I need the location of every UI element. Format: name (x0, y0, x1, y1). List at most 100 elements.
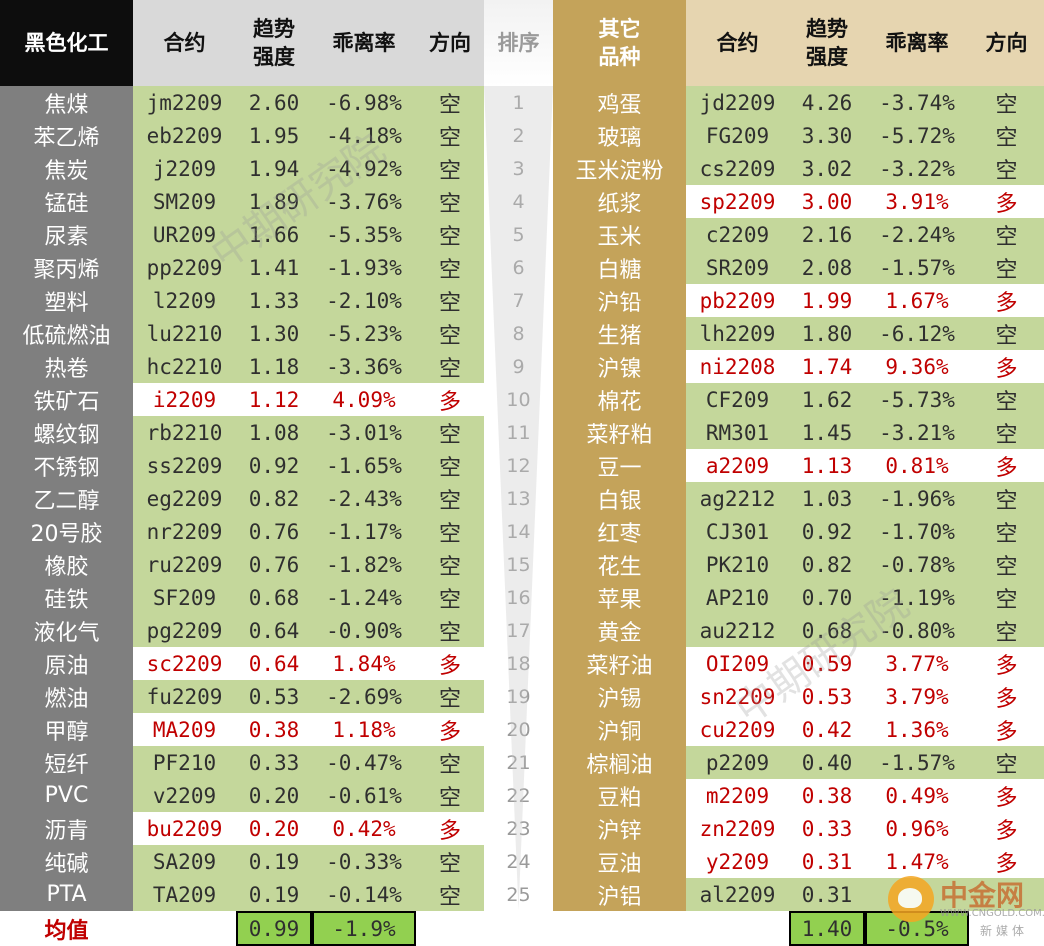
right-deviation-rate: -5.73% (865, 383, 969, 416)
left-direction: 空 (416, 86, 484, 119)
right-deviation-rate: 3.79% (865, 680, 969, 713)
left-contract: sc2209 (133, 647, 236, 680)
left-trend-strength: 0.68 (236, 581, 312, 614)
right-direction: 多 (969, 449, 1044, 482)
right-deviation-rate: 0.96% (865, 812, 969, 845)
right-direction: 空 (969, 581, 1044, 614)
right-trend-strength: 1.99 (789, 284, 865, 317)
right-deviation-rate: -1.57% (865, 746, 969, 779)
left-trend-strength: 1.08 (236, 416, 312, 449)
right-deviation-rate: 1.67% (865, 284, 969, 317)
right-contract: PK210 (686, 548, 789, 581)
header-direction-right-label: 方向 (985, 31, 1028, 55)
left-deviation-rate: 4.09% (312, 383, 416, 416)
right-variety-name: 沪镍 (553, 350, 686, 383)
rank-number: 18 (506, 652, 531, 675)
right-contract: sn2209 (686, 680, 789, 713)
right-contract: zn2209 (686, 812, 789, 845)
left-contract: nr2209 (133, 515, 236, 548)
right-variety-name: 纸浆 (553, 185, 686, 218)
left-trend-strength: 0.33 (236, 746, 312, 779)
right-direction: 多 (969, 845, 1044, 878)
left-deviation-rate: -0.33% (312, 845, 416, 878)
left-trend-strength: 0.92 (236, 449, 312, 482)
header-contract-left: 合约 (133, 0, 236, 86)
left-trend-strength: 1.66 (236, 218, 312, 251)
header-deviation-left-label: 乖离率 (332, 31, 396, 55)
right-contract: ag2212 (686, 482, 789, 515)
header-trend-left-label: 趋势 强度 (253, 17, 295, 69)
rank-number: 14 (506, 520, 531, 543)
right-contract: CF209 (686, 383, 789, 416)
left-direction: 空 (416, 845, 484, 878)
header-contract-right-label: 合约 (716, 31, 759, 55)
rank-number: 15 (506, 553, 531, 576)
left-deviation-rate: -1.65% (312, 449, 416, 482)
left-variety-name: PTA (0, 878, 133, 911)
left-contract: TA209 (133, 878, 236, 911)
right-trend-strength: 1.03 (789, 482, 865, 515)
left-average-deviation: -1.9% (312, 911, 416, 946)
right-variety-name: 玉米淀粉 (553, 152, 686, 185)
left-variety-name: 甲醇 (0, 713, 133, 746)
right-contract: jd2209 (686, 86, 789, 119)
left-deviation-rate: -2.10% (312, 284, 416, 317)
left-deviation-rate: -6.98% (312, 86, 416, 119)
header-left-category-label: 黑色化工 (24, 31, 109, 55)
right-contract: AP210 (686, 581, 789, 614)
right-trend-strength: 3.30 (789, 119, 865, 152)
left-direction: 多 (416, 383, 484, 416)
left-trend-strength: 0.64 (236, 614, 312, 647)
rank-number: 23 (506, 817, 531, 840)
right-variety-name: 菜籽粕 (553, 416, 686, 449)
left-variety-name: 沥青 (0, 812, 133, 845)
left-deviation-rate: 0.42% (312, 812, 416, 845)
left-variety-name: 尿素 (0, 218, 133, 251)
left-trend-strength: 1.41 (236, 251, 312, 284)
right-deviation-rate: -3.21% (865, 416, 969, 449)
right-direction: 多 (969, 812, 1044, 845)
left-contract: eb2209 (133, 119, 236, 152)
right-direction: 空 (969, 119, 1044, 152)
left-direction: 空 (416, 185, 484, 218)
right-trend-strength: 0.38 (789, 779, 865, 812)
right-variety-name: 红枣 (553, 515, 686, 548)
rank-number: 10 (506, 388, 531, 411)
right-deviation-rate: 0.49% (865, 779, 969, 812)
left-variety-name: 橡胶 (0, 548, 133, 581)
left-average-trend: 0.99 (236, 911, 312, 946)
left-deviation-rate: -0.14% (312, 878, 416, 911)
left-direction: 空 (416, 416, 484, 449)
rank-number: 24 (506, 850, 531, 873)
right-average-deviation: -0.5% (865, 911, 969, 946)
left-trend-strength: 1.89 (236, 185, 312, 218)
right-trend-strength: 0.53 (789, 680, 865, 713)
rank-number: 8 (512, 322, 525, 345)
header-deviation-right: 乖离率 (865, 0, 969, 86)
right-deviation-rate: 9.36% (865, 350, 969, 383)
right-direction: 空 (969, 383, 1044, 416)
right-variety-name: 苹果 (553, 581, 686, 614)
left-variety-name: 焦煤 (0, 86, 133, 119)
header-direction-right: 方向 (969, 0, 1044, 86)
left-deviation-rate: -5.35% (312, 218, 416, 251)
right-variety-name: 玉米 (553, 218, 686, 251)
left-direction: 空 (416, 548, 484, 581)
left-deviation-rate: 1.84% (312, 647, 416, 680)
right-contract: pb2209 (686, 284, 789, 317)
left-trend-strength: 2.60 (236, 86, 312, 119)
right-deviation-rate: -2.24% (865, 218, 969, 251)
rank-number: 7 (512, 289, 525, 312)
right-variety-name: 棕榈油 (553, 746, 686, 779)
right-trend-strength: 2.08 (789, 251, 865, 284)
rank-number: 13 (506, 487, 531, 510)
right-deviation-rate: -3.22% (865, 152, 969, 185)
right-variety-name: 棉花 (553, 383, 686, 416)
right-direction (969, 878, 1044, 911)
left-direction: 空 (416, 515, 484, 548)
right-direction: 多 (969, 647, 1044, 680)
rank-number: 22 (506, 784, 531, 807)
right-trend-strength: 0.68 (789, 614, 865, 647)
left-variety-name: 短纤 (0, 746, 133, 779)
rank-number: 25 (506, 883, 531, 906)
